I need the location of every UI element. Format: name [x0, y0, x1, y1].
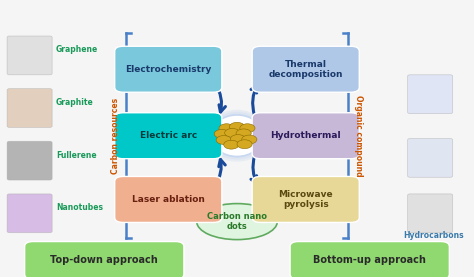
Circle shape	[224, 140, 239, 149]
FancyBboxPatch shape	[7, 89, 52, 127]
Text: Microwave
pyrolysis: Microwave pyrolysis	[278, 190, 333, 209]
FancyBboxPatch shape	[7, 194, 52, 233]
Text: Graphite: Graphite	[56, 98, 94, 107]
Circle shape	[214, 129, 229, 138]
Circle shape	[237, 140, 252, 149]
FancyBboxPatch shape	[290, 242, 449, 277]
FancyBboxPatch shape	[115, 176, 222, 222]
Text: Hydrothermal: Hydrothermal	[271, 131, 341, 140]
Text: Carbon resources: Carbon resources	[111, 98, 119, 174]
Circle shape	[225, 129, 240, 137]
Text: Nanotubes: Nanotubes	[56, 203, 103, 212]
Circle shape	[219, 124, 234, 133]
Text: Hydrocarbons: Hydrocarbons	[403, 231, 464, 240]
FancyBboxPatch shape	[115, 113, 222, 159]
Text: Electrochemistry: Electrochemistry	[125, 65, 211, 74]
Text: Graphene: Graphene	[56, 45, 98, 54]
Text: Bottom-up approach: Bottom-up approach	[313, 255, 426, 265]
Ellipse shape	[207, 112, 267, 160]
Ellipse shape	[197, 204, 277, 240]
FancyBboxPatch shape	[408, 75, 453, 114]
FancyBboxPatch shape	[408, 138, 453, 177]
Text: Laser ablation: Laser ablation	[132, 195, 205, 204]
FancyBboxPatch shape	[408, 194, 453, 233]
FancyBboxPatch shape	[115, 46, 222, 92]
Circle shape	[230, 135, 246, 143]
Circle shape	[240, 124, 255, 133]
FancyBboxPatch shape	[7, 36, 52, 75]
Text: Organic compound: Organic compound	[355, 95, 363, 176]
FancyBboxPatch shape	[252, 176, 359, 222]
Text: Thermal
decomposition: Thermal decomposition	[268, 60, 343, 79]
Ellipse shape	[204, 110, 270, 162]
FancyBboxPatch shape	[7, 141, 52, 180]
FancyBboxPatch shape	[25, 242, 184, 277]
Ellipse shape	[211, 115, 263, 157]
Circle shape	[229, 122, 245, 131]
Text: Top-down approach: Top-down approach	[50, 255, 158, 265]
Text: Electric arc: Electric arc	[140, 131, 197, 140]
FancyBboxPatch shape	[252, 113, 359, 159]
FancyBboxPatch shape	[252, 46, 359, 92]
Circle shape	[216, 135, 231, 144]
Circle shape	[242, 135, 257, 144]
Text: Fullerene: Fullerene	[56, 151, 97, 160]
Circle shape	[236, 129, 251, 138]
Text: Carbon nano
dots: Carbon nano dots	[207, 212, 267, 231]
Ellipse shape	[210, 114, 264, 158]
